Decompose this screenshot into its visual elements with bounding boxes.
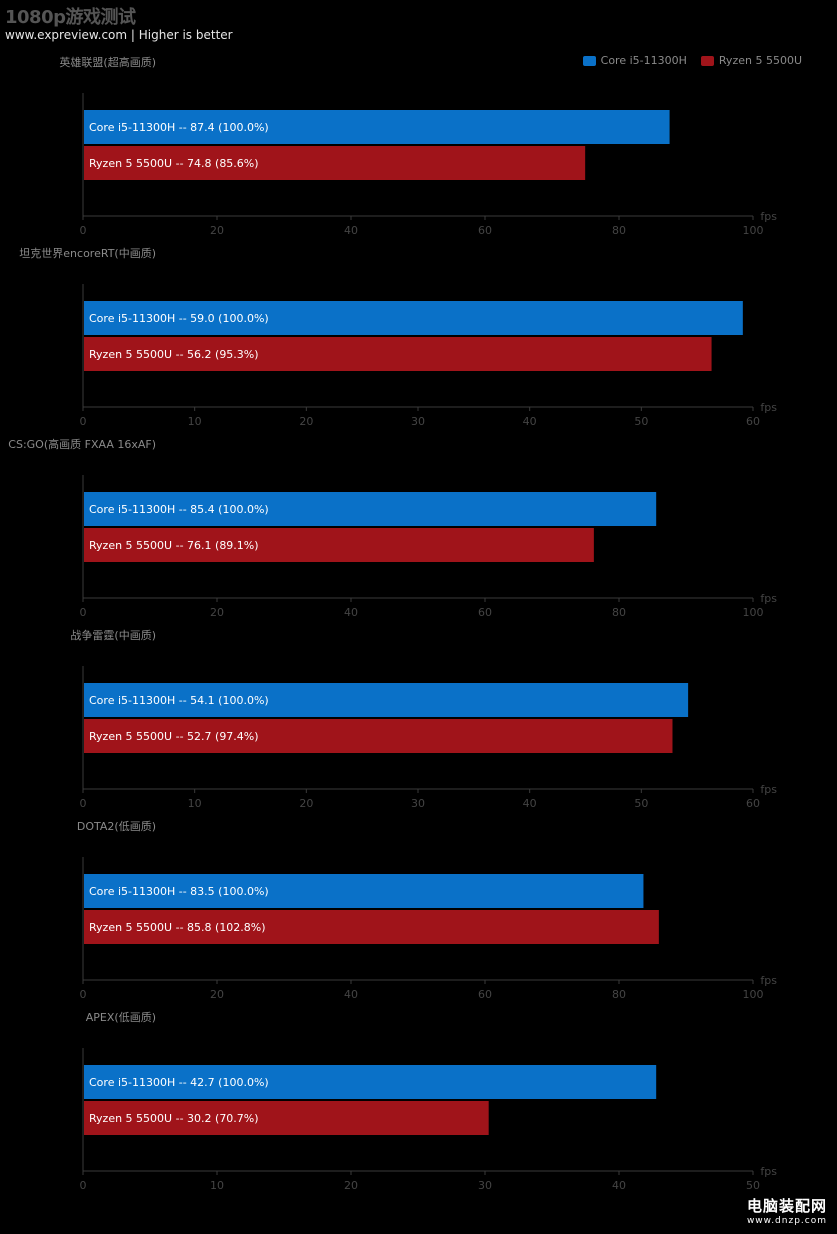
bar-data-label: Ryzen 5 5500U -- 30.2 (70.7%) (89, 1112, 259, 1125)
x-tick-label: 80 (612, 988, 626, 1001)
x-tick-label: 40 (523, 797, 537, 810)
x-tick-label: 30 (411, 415, 425, 428)
x-tick-label: 60 (478, 224, 492, 237)
x-axis-unit: fps (760, 974, 777, 987)
bar (84, 910, 659, 944)
chart-title: DOTA2(低画质) (77, 820, 156, 833)
bar-data-label: Ryzen 5 5500U -- 85.8 (102.8%) (89, 921, 266, 934)
bar-data-label: Ryzen 5 5500U -- 74.8 (85.6%) (89, 157, 259, 170)
chart-title: 战争雷霆(中画质) (70, 628, 156, 642)
legend-item-ryzen5[interactable]: Ryzen 5 5500U (700, 54, 802, 67)
bar-data-label: Core i5-11300H -- 83.5 (100.0%) (89, 885, 269, 898)
x-tick-label: 10 (188, 797, 202, 810)
legend-swatch (700, 55, 714, 66)
bar (84, 719, 673, 753)
x-tick-label: 80 (612, 606, 626, 619)
legend: Core i5-11300H Ryzen 5 5500U (582, 54, 802, 67)
bar (84, 1065, 657, 1099)
watermark: 电脑装配网 www.dnzp.com (747, 1195, 827, 1226)
page-subtitle: www.expreview.com | Higher is better (5, 28, 233, 42)
x-tick-label: 0 (80, 224, 87, 237)
x-axis-unit: fps (760, 1165, 777, 1178)
bar (84, 874, 644, 908)
x-tick-label: 0 (80, 1179, 87, 1192)
bar-data-label: Ryzen 5 5500U -- 52.7 (97.4%) (89, 730, 259, 743)
x-tick-label: 0 (80, 415, 87, 428)
watermark-url: www.dnzp.com (746, 1216, 827, 1226)
x-tick-label: 40 (344, 606, 358, 619)
x-tick-label: 40 (344, 988, 358, 1001)
x-axis-unit: fps (760, 210, 777, 223)
x-tick-label: 60 (746, 415, 760, 428)
x-tick-label: 40 (344, 224, 358, 237)
bar (84, 492, 657, 526)
bar (84, 301, 743, 335)
bar-data-label: Ryzen 5 5500U -- 56.2 (95.3%) (89, 348, 259, 361)
x-axis-unit: fps (760, 592, 777, 605)
bar-data-label: Core i5-11300H -- 42.7 (100.0%) (89, 1076, 269, 1089)
x-tick-label: 20 (210, 988, 224, 1001)
bar (84, 528, 594, 562)
x-tick-label: 0 (80, 606, 87, 619)
x-tick-label: 50 (634, 415, 648, 428)
x-axis-unit: fps (760, 783, 777, 796)
chart-title: 英雄联盟(超高画质) (59, 55, 156, 69)
x-axis-unit: fps (760, 401, 777, 414)
chart-title: 坦克世界encoreRT(中画质) (19, 246, 156, 260)
x-tick-label: 10 (188, 415, 202, 428)
watermark-text: 电脑装配网 (746, 1197, 827, 1215)
x-tick-label: 0 (80, 797, 87, 810)
x-tick-label: 20 (299, 415, 313, 428)
x-tick-label: 0 (80, 988, 87, 1001)
legend-label: Ryzen 5 5500U (718, 54, 802, 67)
x-tick-label: 100 (743, 988, 764, 1001)
x-tick-label: 30 (478, 1179, 492, 1192)
bar-data-label: Core i5-11300H -- 54.1 (100.0%) (89, 694, 269, 707)
bar (84, 1101, 489, 1135)
x-tick-label: 20 (299, 797, 313, 810)
x-tick-label: 20 (344, 1179, 358, 1192)
chart-title: CS:GO(高画质 FXAA 16xAF) (8, 437, 156, 451)
bar (84, 146, 586, 180)
x-tick-label: 80 (612, 224, 626, 237)
legend-label: Core i5-11300H (600, 54, 687, 67)
bar (84, 337, 712, 371)
x-tick-label: 10 (210, 1179, 224, 1192)
bar-data-label: Ryzen 5 5500U -- 76.1 (89.1%) (89, 539, 259, 552)
bar (84, 683, 689, 717)
page-title: 1080p游戏测试 (5, 7, 136, 28)
legend-swatch (582, 55, 596, 66)
x-tick-label: 40 (612, 1179, 626, 1192)
x-tick-label: 60 (746, 797, 760, 810)
x-tick-label: 20 (210, 224, 224, 237)
bar-data-label: Core i5-11300H -- 59.0 (100.0%) (89, 312, 269, 325)
x-tick-label: 50 (746, 1179, 760, 1192)
x-tick-label: 40 (523, 415, 537, 428)
x-tick-label: 100 (743, 224, 764, 237)
x-tick-label: 30 (411, 797, 425, 810)
bar (84, 110, 670, 144)
x-tick-label: 50 (634, 797, 648, 810)
chart-title: APEX(低画质) (86, 1011, 156, 1024)
x-tick-label: 60 (478, 606, 492, 619)
bar-data-label: Core i5-11300H -- 85.4 (100.0%) (89, 503, 269, 516)
x-tick-label: 60 (478, 988, 492, 1001)
x-tick-label: 20 (210, 606, 224, 619)
bar-data-label: Core i5-11300H -- 87.4 (100.0%) (89, 121, 269, 134)
legend-item-core-i5[interactable]: Core i5-11300H (582, 54, 687, 67)
x-tick-label: 100 (743, 606, 764, 619)
